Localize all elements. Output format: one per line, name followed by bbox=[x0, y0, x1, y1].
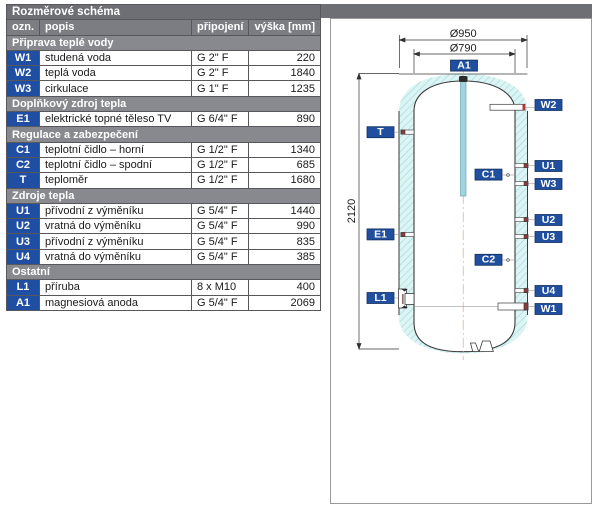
svg-text:U4: U4 bbox=[542, 285, 556, 297]
svg-text:Ø950: Ø950 bbox=[450, 28, 477, 40]
svg-text:C1: C1 bbox=[482, 169, 496, 181]
svg-text:U3: U3 bbox=[542, 231, 556, 243]
svg-text:L1: L1 bbox=[374, 292, 386, 304]
svg-text:W1: W1 bbox=[541, 303, 557, 315]
svg-text:U2: U2 bbox=[542, 214, 556, 226]
svg-text:U1: U1 bbox=[542, 160, 556, 172]
svg-text:W3: W3 bbox=[541, 178, 557, 190]
svg-text:E1: E1 bbox=[374, 228, 387, 240]
svg-text:A1: A1 bbox=[457, 60, 471, 72]
svg-text:Ø790: Ø790 bbox=[450, 43, 477, 55]
svg-text:W2: W2 bbox=[541, 99, 557, 111]
svg-text:C2: C2 bbox=[482, 254, 496, 266]
svg-text:T: T bbox=[377, 126, 384, 138]
svg-text:2120: 2120 bbox=[346, 199, 358, 223]
